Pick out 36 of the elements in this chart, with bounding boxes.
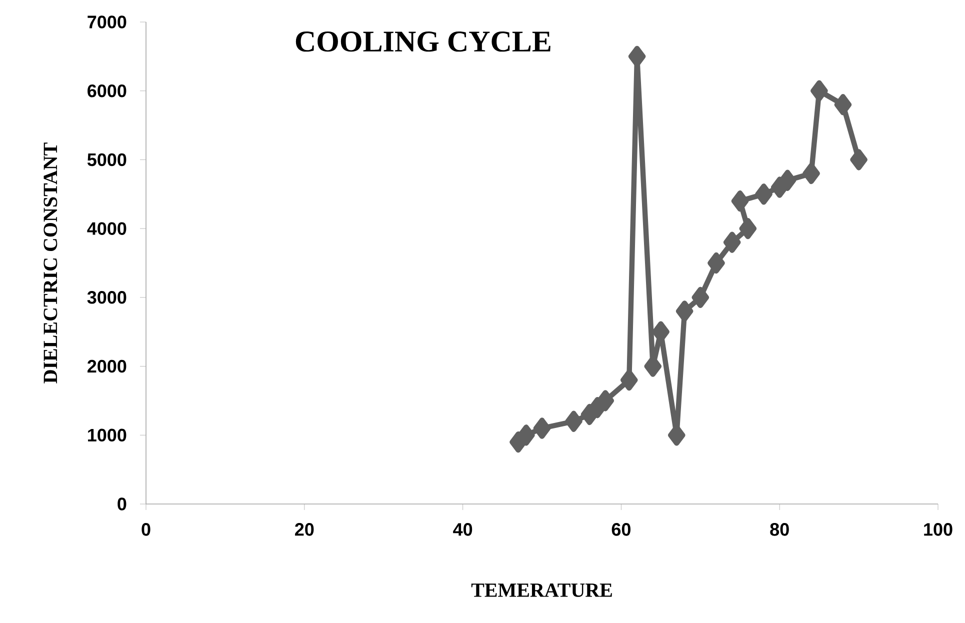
point	[628, 46, 646, 68]
point	[668, 424, 686, 446]
y-axis-title: DIELECTRIC CONSTANT	[44, 142, 58, 384]
point	[596, 390, 614, 412]
x-tick-label: 0	[142, 523, 150, 536]
point	[620, 369, 638, 391]
y-tick-label: 5000	[87, 153, 126, 166]
point	[739, 218, 757, 240]
chart-title: COOLING CYCLE	[296, 32, 550, 52]
point	[533, 418, 551, 439]
point	[850, 149, 868, 170]
y-tick-label: 1000	[88, 428, 126, 442]
point	[565, 410, 582, 432]
point	[692, 286, 709, 308]
y-tick-label: 2000	[88, 360, 126, 373]
y-tick-label: 6000	[88, 84, 126, 98]
point	[834, 94, 852, 116]
point	[676, 300, 694, 322]
point	[708, 252, 725, 274]
point	[802, 162, 820, 184]
x-tick-label: 80	[770, 523, 789, 536]
point	[731, 190, 749, 212]
point	[778, 170, 796, 191]
y-tick-label: 0	[118, 498, 126, 510]
x-tick-label: 60	[612, 523, 630, 536]
point	[723, 232, 741, 253]
y-tick-label: 7000	[88, 16, 126, 28]
x-tick-label: 100	[924, 523, 952, 536]
x-axis-title: TEMERATURE	[471, 584, 612, 597]
x-tick-label: 20	[295, 523, 314, 536]
y-tick-label: 3000	[87, 291, 126, 304]
point	[755, 184, 772, 205]
point	[518, 424, 535, 446]
x-tick-label: 40	[453, 523, 472, 536]
point	[810, 80, 828, 102]
y-tick-label: 4000	[87, 222, 126, 235]
